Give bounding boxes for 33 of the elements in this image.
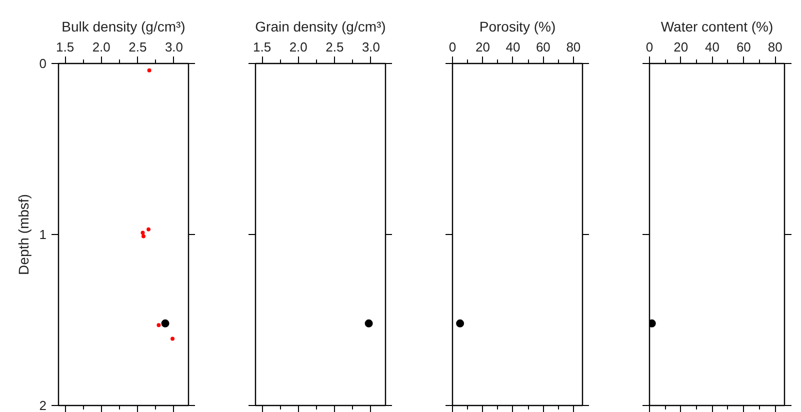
x-tick-label: 1.5 xyxy=(56,40,74,54)
point xyxy=(146,227,151,232)
y-tick-label: 2 xyxy=(39,398,47,412)
y-axis-title: Depth (mbsf) xyxy=(15,194,32,275)
x-tick-label: 3.0 xyxy=(164,40,184,54)
x-tick-label: 2.0 xyxy=(92,40,110,54)
point xyxy=(147,68,152,72)
x-tick-label: 20 xyxy=(674,40,688,54)
point xyxy=(140,230,145,235)
x-tick-label: 40 xyxy=(705,40,720,54)
y-tick-label: 0 xyxy=(39,56,47,71)
x-axis-title: Water content (%) xyxy=(660,18,774,34)
x-tick-label: 20 xyxy=(476,40,490,54)
x-tick-label: 0 xyxy=(448,40,456,54)
x-axis-title: Grain density (g/cm³) xyxy=(255,18,386,34)
point xyxy=(141,234,146,238)
x-tick-label: 1.5 xyxy=(253,40,272,54)
point xyxy=(156,323,161,328)
x-tick-label: 2.5 xyxy=(326,40,344,54)
y-tick-label: 1 xyxy=(39,227,47,242)
x-tick-label: 40 xyxy=(506,40,520,54)
point xyxy=(170,336,175,341)
x-tick-label: 0 xyxy=(646,40,654,54)
point xyxy=(161,319,170,328)
x-axis-title: Porosity (%) xyxy=(479,18,556,34)
x-tick-label: 2.0 xyxy=(289,40,308,54)
x-tick-label: 60 xyxy=(536,40,550,54)
x-tick-label: 80 xyxy=(566,40,581,54)
x-axis-title: Bulk density (g/cm³) xyxy=(62,18,186,34)
x-tick-label: 80 xyxy=(768,40,782,54)
x-tick-label: 2.5 xyxy=(128,40,147,54)
x-tick-label: 3.0 xyxy=(362,40,380,54)
x-tick-label: 60 xyxy=(736,40,751,54)
